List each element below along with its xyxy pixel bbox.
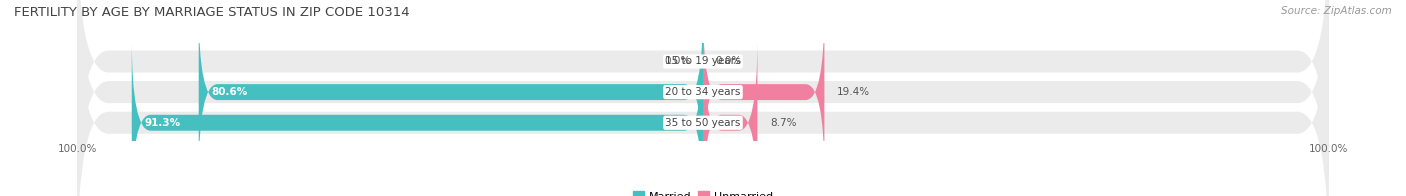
FancyBboxPatch shape	[703, 8, 824, 176]
FancyBboxPatch shape	[703, 39, 758, 196]
FancyBboxPatch shape	[77, 0, 1329, 196]
Text: 15 to 19 years: 15 to 19 years	[665, 56, 741, 66]
Text: 20 to 34 years: 20 to 34 years	[665, 87, 741, 97]
Text: 19.4%: 19.4%	[837, 87, 870, 97]
FancyBboxPatch shape	[132, 39, 703, 196]
Legend: Married, Unmarried: Married, Unmarried	[628, 187, 778, 196]
FancyBboxPatch shape	[77, 0, 1329, 196]
Text: 35 to 50 years: 35 to 50 years	[665, 118, 741, 128]
FancyBboxPatch shape	[77, 0, 1329, 196]
Text: 0.0%: 0.0%	[664, 56, 690, 66]
Text: 91.3%: 91.3%	[145, 118, 180, 128]
Text: Source: ZipAtlas.com: Source: ZipAtlas.com	[1281, 6, 1392, 16]
Text: FERTILITY BY AGE BY MARRIAGE STATUS IN ZIP CODE 10314: FERTILITY BY AGE BY MARRIAGE STATUS IN Z…	[14, 6, 409, 19]
Text: 80.6%: 80.6%	[211, 87, 247, 97]
Text: 8.7%: 8.7%	[770, 118, 796, 128]
FancyBboxPatch shape	[198, 8, 703, 176]
Text: 0.0%: 0.0%	[716, 56, 742, 66]
